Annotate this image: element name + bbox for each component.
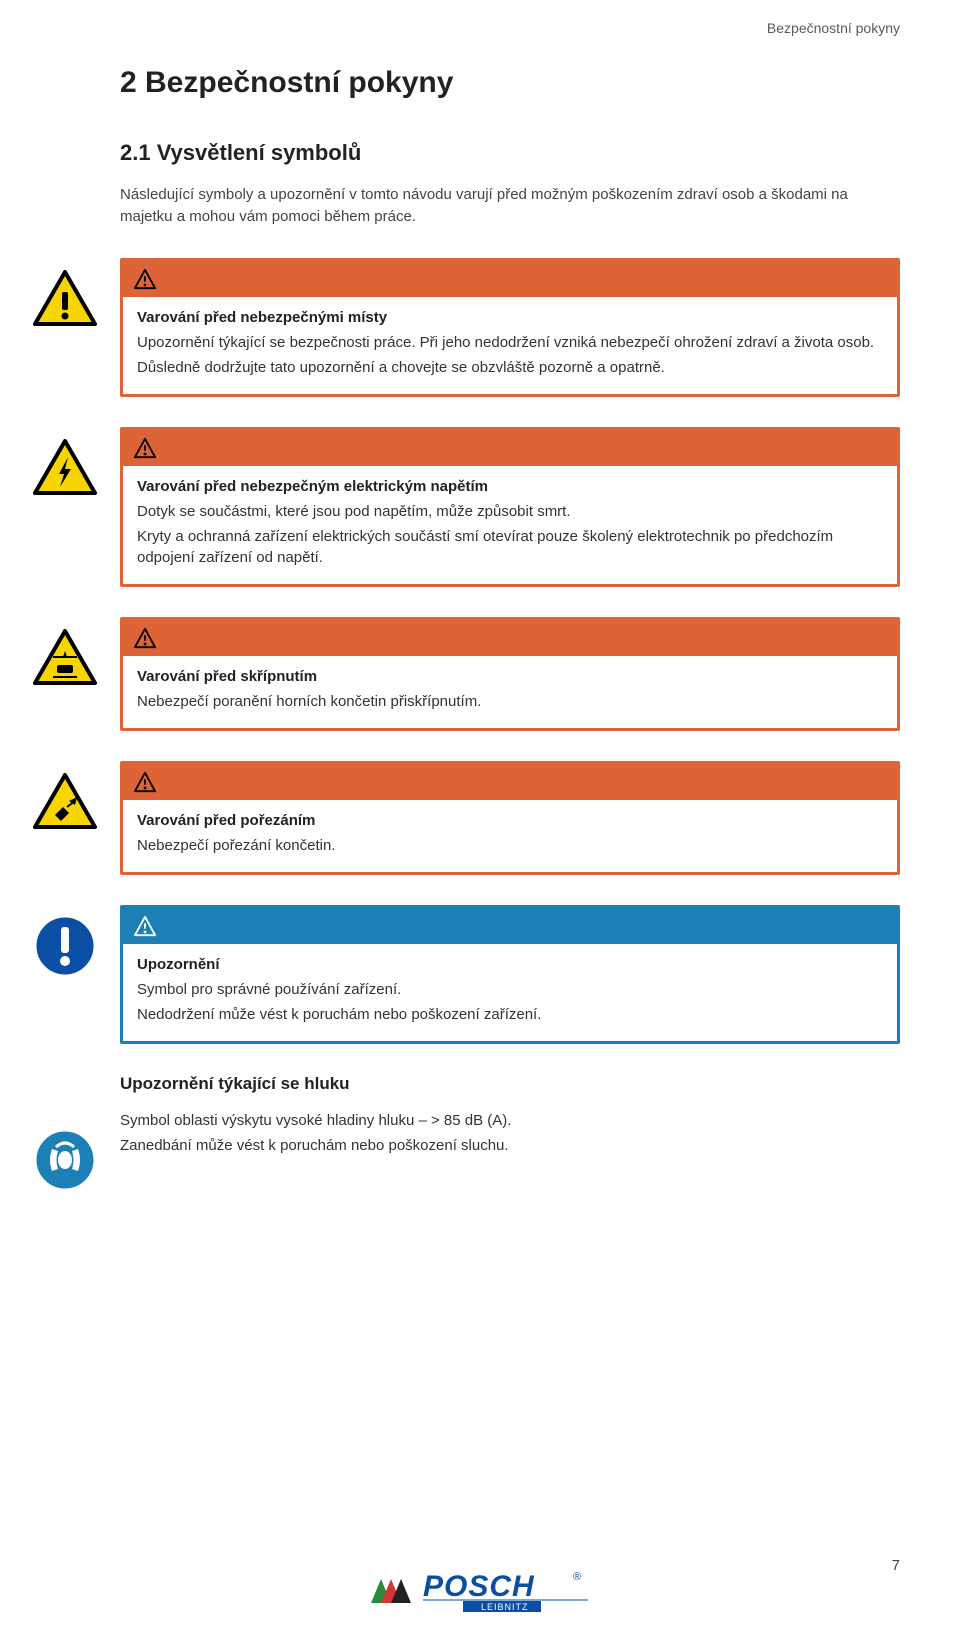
warning-section: Varování před nebezpečnými místy Upozorně…	[120, 258, 900, 397]
warning-box: Varování před skřípnutím Nebezpečí poraně…	[120, 617, 900, 731]
warning-box: Varování před nebezpečnými místy Upozorně…	[120, 258, 900, 397]
circle-exclaim-icon	[25, 915, 105, 977]
warning-text: Důsledně dodržujte tato upozornění a cho…	[137, 357, 883, 378]
noise-title: Upozornění týkající se hluku	[120, 1074, 900, 1094]
warning-section: Varování před nebezpečným elektrickým na…	[120, 427, 900, 587]
warning-box-body: Upozornění Symbol pro správné používání z…	[123, 944, 897, 1041]
warning-text: Nebezpečí pořezání končetin.	[137, 835, 883, 856]
intro-text: Následující symboly a upozornění v tomto…	[120, 184, 900, 228]
svg-text:LEIBNITZ: LEIBNITZ	[481, 1602, 529, 1612]
warning-text: Dotyk se součástmi, které jsou pod napět…	[137, 501, 883, 522]
warning-text: Kryty a ochranná zařízení elektrických s…	[137, 526, 883, 568]
svg-text:POSCH: POSCH	[423, 1570, 535, 1603]
warning-box-header	[123, 261, 897, 297]
noise-line: Zanedbání může vést k poruchám nebo pošk…	[120, 1135, 900, 1156]
noise-section: Upozornění týkající se hluku Symbol obla…	[120, 1074, 900, 1156]
triangle-exclaim-icon	[25, 268, 105, 330]
warning-box-body: Varování před nebezpečným elektrickým na…	[123, 466, 897, 584]
page-title: 2 Bezpečnostní pokyny	[120, 66, 900, 100]
warning-box-header	[123, 764, 897, 800]
warning-box-header	[123, 430, 897, 466]
warning-title: Varování před skřípnutím	[137, 668, 883, 685]
ear-protection-icon	[25, 1129, 105, 1191]
warning-title: Varování před pořezáním	[137, 812, 883, 829]
warning-title: Upozornění	[137, 956, 883, 973]
warning-box-body: Varování před nebezpečnými místy Upozorně…	[123, 297, 897, 394]
warning-box: Varování před pořezáním Nebezpečí pořezán…	[120, 761, 900, 875]
footer: POSCH ® LEIBNITZ	[0, 1568, 960, 1614]
triangle-crush-icon	[25, 627, 105, 689]
logo-mark-icon	[367, 1573, 415, 1609]
brand-logo: POSCH ® LEIBNITZ	[367, 1568, 593, 1614]
header-right-text: Bezpečnostní pokyny	[60, 20, 900, 36]
warning-text: Nedodržení může vést k poruchám nebo poš…	[137, 1004, 883, 1025]
warning-section: Varování před pořezáním Nebezpečí pořezán…	[120, 761, 900, 875]
warning-box-header	[123, 620, 897, 656]
warning-box-body: Varování před pořezáním Nebezpečí pořezán…	[123, 800, 897, 872]
warnings-container: Varování před nebezpečnými místy Upozorně…	[120, 258, 900, 1044]
section-title: 2.1 Vysvětlení symbolů	[120, 140, 900, 166]
triangle-cut-icon	[25, 771, 105, 833]
warning-section: Varování před skřípnutím Nebezpečí poraně…	[120, 617, 900, 731]
warning-box: Upozornění Symbol pro správné používání z…	[120, 905, 900, 1044]
warning-box-body: Varování před skřípnutím Nebezpečí poraně…	[123, 656, 897, 728]
page: Bezpečnostní pokyny 2 Bezpečnostní pokyn…	[0, 0, 960, 1634]
svg-text:®: ®	[573, 1571, 581, 1583]
warning-title: Varování před nebezpečným elektrickým na…	[137, 478, 883, 495]
noise-line: Symbol oblasti výskytu vysoké hladiny hl…	[120, 1110, 900, 1131]
warning-title: Varování před nebezpečnými místy	[137, 309, 883, 326]
triangle-bolt-icon	[25, 437, 105, 499]
warning-text: Nebezpečí poranění horních končetin přis…	[137, 691, 883, 712]
warning-box: Varování před nebezpečným elektrickým na…	[120, 427, 900, 587]
warning-section: Upozornění Symbol pro správné používání z…	[120, 905, 900, 1044]
logo-text-icon: POSCH ® LEIBNITZ	[423, 1568, 593, 1614]
content-area: 2 Bezpečnostní pokyny 2.1 Vysvětlení sym…	[120, 66, 900, 1156]
warning-text: Upozornění týkající se bezpečnosti práce…	[137, 332, 883, 353]
warning-box-header	[123, 908, 897, 944]
warning-text: Symbol pro správné používání zařízení.	[137, 979, 883, 1000]
